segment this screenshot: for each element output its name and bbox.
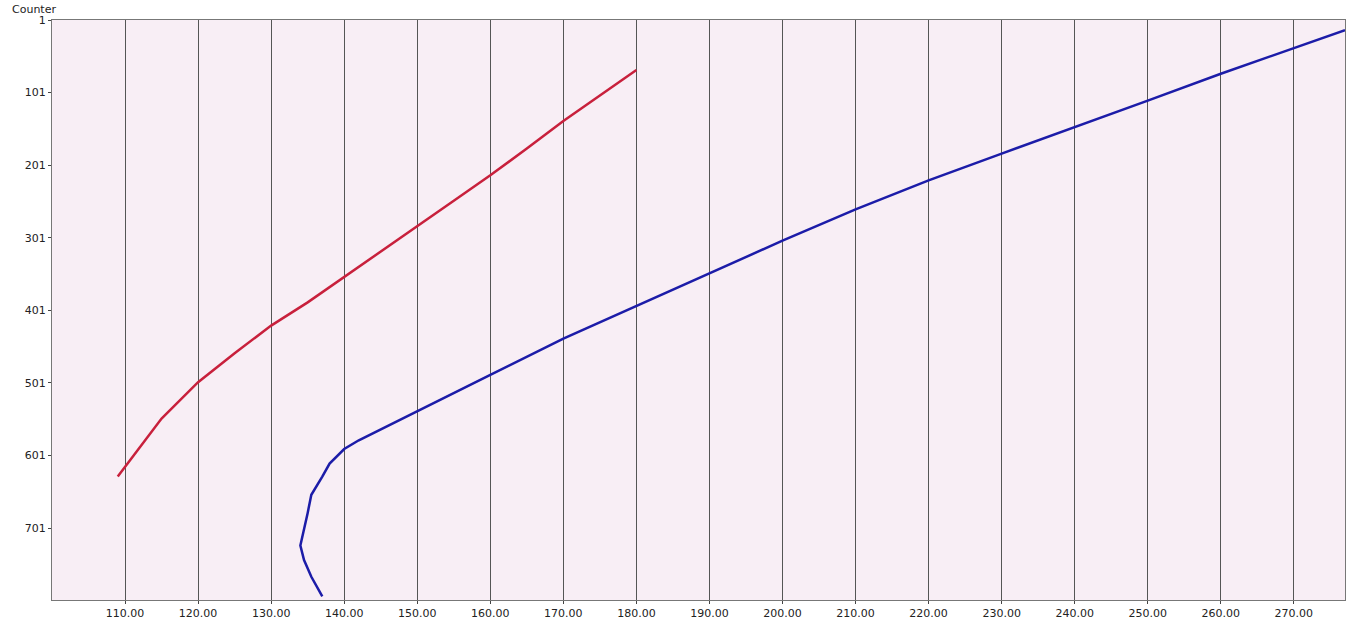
svg-text:130.00: 130.00 — [252, 607, 291, 620]
svg-text:270.00: 270.00 — [1275, 607, 1314, 620]
svg-text:101: 101 — [25, 86, 46, 99]
svg-text:110.00: 110.00 — [106, 607, 145, 620]
svg-text:140.00: 140.00 — [325, 607, 364, 620]
svg-text:190.00: 190.00 — [690, 607, 729, 620]
svg-text:180.00: 180.00 — [617, 607, 656, 620]
svg-text:701: 701 — [25, 522, 46, 535]
svg-text:301: 301 — [25, 232, 46, 245]
svg-text:260.00: 260.00 — [1202, 607, 1241, 620]
svg-text:150.00: 150.00 — [398, 607, 437, 620]
svg-text:501: 501 — [25, 377, 46, 390]
svg-text:200.00: 200.00 — [763, 607, 802, 620]
svg-text:250.00: 250.00 — [1129, 607, 1168, 620]
svg-text:210.00: 210.00 — [836, 607, 875, 620]
svg-text:201: 201 — [25, 159, 46, 172]
svg-text:230.00: 230.00 — [982, 607, 1021, 620]
svg-text:220.00: 220.00 — [909, 607, 948, 620]
svg-text:Counter: Counter — [12, 3, 56, 16]
svg-text:601: 601 — [25, 449, 46, 462]
svg-text:240.00: 240.00 — [1055, 607, 1094, 620]
svg-text:170.00: 170.00 — [544, 607, 583, 620]
svg-text:120.00: 120.00 — [179, 607, 218, 620]
svg-text:160.00: 160.00 — [471, 607, 510, 620]
svg-text:1: 1 — [39, 14, 46, 27]
svg-text:401: 401 — [25, 304, 46, 317]
